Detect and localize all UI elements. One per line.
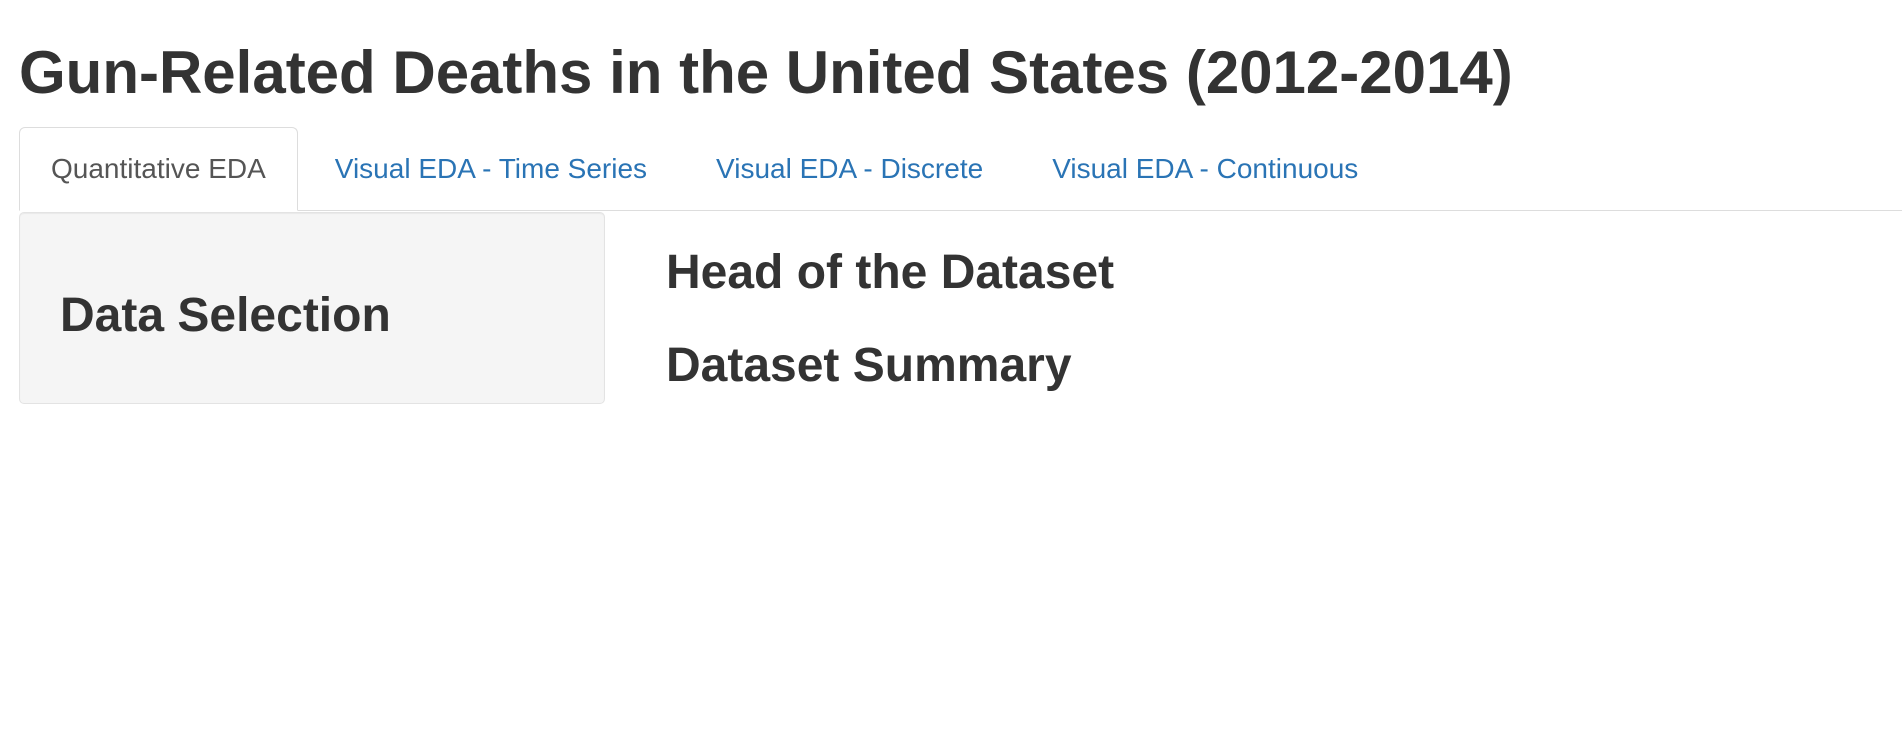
main-panel: Head of the Dataset Dataset Summary [666,245,1866,394]
tab-quantitative-eda[interactable]: Quantitative EDA [19,127,298,211]
dataset-summary-heading: Dataset Summary [666,339,1072,392]
page-title: Gun-Related Deaths in the United States … [19,39,1513,106]
tab-visual-eda-continuous[interactable]: Visual EDA - Continuous [1052,153,1359,184]
head-of-dataset-heading: Head of the Dataset [666,246,1115,299]
data-selection-heading: Data Selection [60,289,391,342]
data-selection-panel: Data Selection [19,212,605,404]
tab-visual-eda-time-series[interactable]: Visual EDA - Time Series [334,153,648,184]
tab-bar: Quantitative EDA Visual EDA - Time Serie… [19,126,1902,211]
tab-visual-eda-discrete[interactable]: Visual EDA - Discrete [716,153,984,184]
